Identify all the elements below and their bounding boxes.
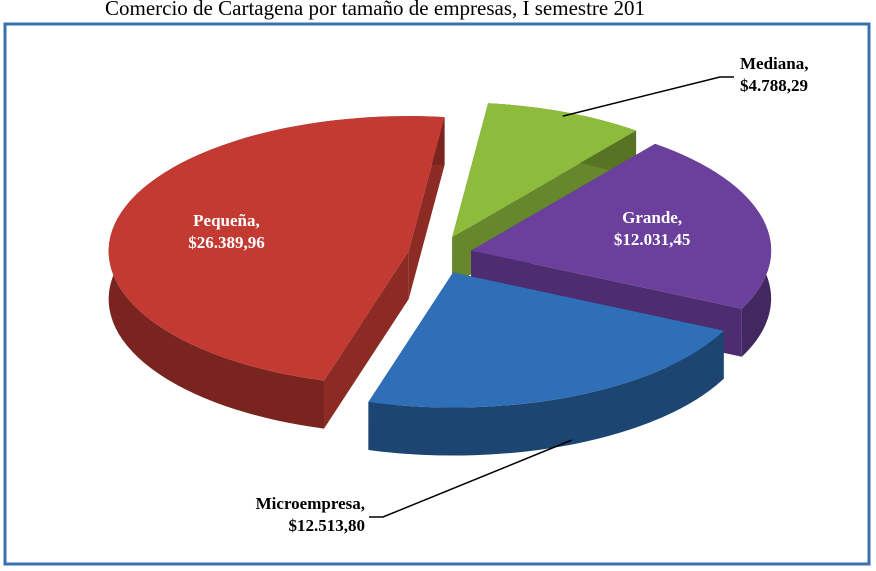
slice-label: Pequeña,	[193, 211, 260, 230]
leader-line	[369, 439, 572, 518]
slice-value-label: $12.031,45	[614, 230, 691, 249]
slice-value-label: $12.513,80	[289, 516, 366, 535]
leader-line	[562, 76, 734, 117]
slice	[452, 103, 637, 238]
slice-label: Grande,	[622, 208, 682, 227]
slice-value-label: $4.788,29	[740, 76, 808, 95]
slice-wall	[324, 251, 409, 429]
slice	[368, 272, 724, 408]
chart-title: Comercio de Cartagena por tamaño de empr…	[105, 0, 645, 20]
slice-label: Mediana,	[740, 54, 808, 73]
slice-label: Microempresa,	[256, 494, 365, 513]
slice	[471, 143, 772, 309]
pie	[108, 103, 772, 456]
slice-value-label: $26.389,96	[188, 233, 265, 252]
slice-side	[368, 330, 724, 456]
slice	[108, 116, 445, 381]
